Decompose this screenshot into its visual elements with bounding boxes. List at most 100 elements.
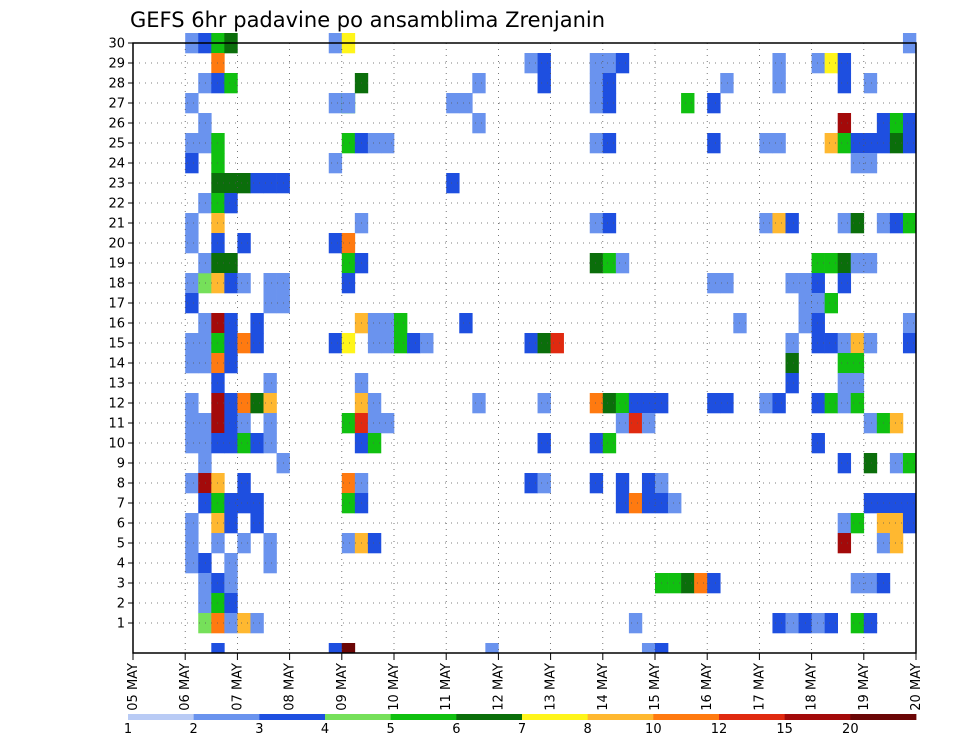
y-tick-label: 19 xyxy=(108,257,125,272)
heatmap-cell xyxy=(720,73,734,94)
heatmap-cell xyxy=(185,93,199,114)
colorbar-swatch xyxy=(390,714,457,720)
heatmap-cell xyxy=(224,273,238,294)
heatmap-cell xyxy=(641,493,656,514)
heatmap-cell xyxy=(824,133,838,154)
heatmap-cell xyxy=(328,153,343,174)
heatmap-cell xyxy=(224,73,238,94)
colorbar-label: 8 xyxy=(584,722,592,737)
heatmap-cell xyxy=(224,413,238,434)
heatmap-cell xyxy=(367,393,382,414)
heatmap-cell xyxy=(341,93,356,114)
y-tick-label: 16 xyxy=(108,317,125,332)
heatmap-cell xyxy=(394,313,408,334)
heatmap-cell xyxy=(589,133,604,154)
heatmap-cell xyxy=(224,253,238,274)
y-tick-label: 7 xyxy=(117,497,125,512)
heatmap-cell xyxy=(602,53,617,74)
heatmap-cell xyxy=(237,273,251,294)
y-tick-label: 23 xyxy=(108,177,125,192)
heatmap-cell xyxy=(224,433,238,454)
heatmap-cell xyxy=(863,493,878,514)
heatmap-cell xyxy=(380,313,395,334)
heatmap-cell xyxy=(589,73,604,94)
heatmap-cell xyxy=(420,333,434,354)
y-tick-label: 24 xyxy=(108,157,125,172)
heatmap-cell xyxy=(641,393,656,414)
y-tick-label: 30 xyxy=(108,37,125,52)
heatmap-cell xyxy=(720,393,734,414)
heatmap-cell xyxy=(263,173,277,194)
heatmap-cell xyxy=(237,413,251,434)
heatmap-cell xyxy=(224,613,238,634)
heatmap-cell xyxy=(341,333,356,354)
x-tick-label: 13 MAY xyxy=(544,663,559,711)
heatmap-cell xyxy=(850,213,865,234)
heatmap-cell xyxy=(367,413,382,434)
colorbar-label: 6 xyxy=(452,722,460,737)
heatmap-cell xyxy=(602,73,617,94)
heatmap-cell xyxy=(198,473,212,494)
x-tick-label: 18 MAY xyxy=(805,663,820,711)
heatmap-cell xyxy=(328,643,343,654)
y-tick-label: 9 xyxy=(117,457,125,472)
heatmap-cell xyxy=(185,233,199,254)
heatmap-cell xyxy=(524,333,538,354)
y-tick-label: 28 xyxy=(108,77,125,92)
heatmap-cell xyxy=(824,293,838,314)
heatmap-cell xyxy=(785,613,799,634)
heatmap-cell xyxy=(668,573,682,594)
heatmap-cell xyxy=(602,213,617,234)
heatmap-cell xyxy=(707,133,721,154)
heatmap-cell xyxy=(641,643,656,654)
heatmap-cell xyxy=(263,413,277,434)
heatmap-cell xyxy=(589,53,604,74)
x-tick-label: 07 MAY xyxy=(230,663,245,711)
heatmap-cell xyxy=(589,93,604,114)
x-tick-label: 05 MAY xyxy=(126,663,141,711)
heatmap-cell xyxy=(263,273,277,294)
heatmap-cell xyxy=(198,313,212,334)
colorbar-label: 3 xyxy=(255,722,263,737)
heatmap-cell xyxy=(263,373,277,394)
heatmap-cell xyxy=(602,253,617,274)
heatmap-cell xyxy=(198,433,212,454)
heatmap-cell xyxy=(263,553,277,574)
heatmap-cell xyxy=(837,513,852,534)
heatmap-cell xyxy=(837,253,852,274)
heatmap-cell xyxy=(772,213,786,234)
heatmap-cell xyxy=(759,133,773,154)
x-tick-label: 20 MAY xyxy=(909,663,924,711)
heatmap-cell xyxy=(524,53,538,74)
y-tick-label: 21 xyxy=(108,217,125,232)
heatmap-cell xyxy=(198,193,212,214)
heatmap-cell xyxy=(263,393,277,414)
heatmap-cell xyxy=(785,373,799,394)
heatmap-cell xyxy=(589,213,604,234)
heatmap-cell xyxy=(198,493,212,514)
heatmap-cell xyxy=(824,333,838,354)
heatmap-cell xyxy=(772,613,786,634)
heatmap-cell xyxy=(263,293,277,314)
heatmap-cell xyxy=(367,133,382,154)
heatmap-cell xyxy=(772,133,786,154)
heatmap-cell xyxy=(811,273,825,294)
colorbar-swatch xyxy=(193,714,260,720)
colorbar-label: 10 xyxy=(645,722,662,737)
heatmap-cell xyxy=(824,253,838,274)
heatmap-cell xyxy=(250,173,264,194)
heatmap-cell xyxy=(837,133,852,154)
colorbar-label: 1 xyxy=(124,722,132,737)
heatmap-cell xyxy=(707,393,721,414)
heatmap-cell xyxy=(185,533,199,554)
heatmap-cell xyxy=(198,593,212,614)
y-tick-label: 1 xyxy=(117,617,125,632)
heatmap-cell xyxy=(185,513,199,534)
heatmap-cell xyxy=(772,73,786,94)
heatmap-cell xyxy=(811,393,825,414)
heatmap-cell xyxy=(224,593,238,614)
heatmap-cell xyxy=(602,433,617,454)
heatmap-cell xyxy=(850,153,865,174)
heatmap-cell xyxy=(185,553,199,574)
heatmap-cell xyxy=(707,573,721,594)
